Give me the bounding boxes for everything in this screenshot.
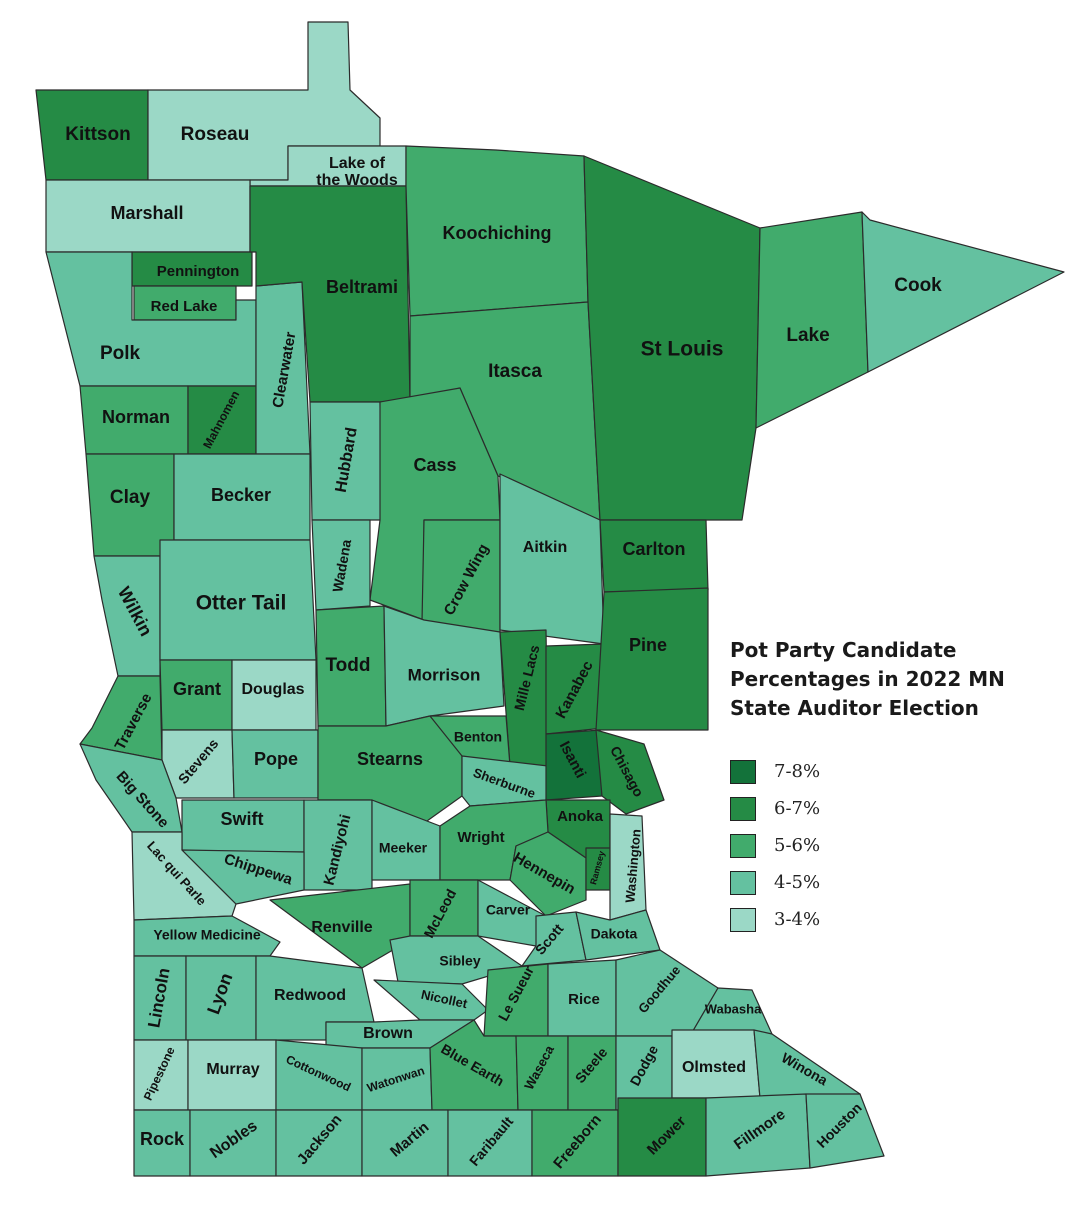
county-wadena (311, 519, 371, 611)
county-label-wabasha: Wabasha (705, 1001, 762, 1016)
county-label-beltrami: Beltrami (326, 277, 398, 297)
county-label-murray: Murray (206, 1061, 259, 1078)
legend-label: 4-5% (774, 872, 821, 893)
county-label-sibley: Sibley (439, 953, 480, 969)
legend-label: 3-4% (774, 909, 821, 930)
legend-item-4-5: 4-5% (730, 864, 1070, 901)
county-lake (755, 211, 869, 429)
county-label-douglas: Douglas (241, 681, 304, 698)
legend-item-3-4: 3-4% (730, 901, 1070, 938)
county-label-cook: Cook (894, 275, 942, 296)
county-label-st-louis: St Louis (641, 338, 724, 361)
county-label-pine: Pine (629, 635, 667, 655)
county-label-benton: Benton (454, 729, 502, 745)
county-label-renville: Renville (311, 919, 372, 936)
legend-item-6-7: 6-7% (730, 790, 1070, 827)
county-label-carver: Carver (486, 902, 531, 918)
county-label-todd: Todd (325, 655, 370, 676)
county-label-polk: Polk (100, 343, 141, 364)
legend-label: 6-7% (774, 798, 821, 819)
county-label-roseau: Roseau (181, 124, 250, 145)
county-label-dakota: Dakota (591, 926, 638, 942)
legend-label: 7-8% (774, 761, 821, 782)
county-label-brown: Brown (363, 1025, 413, 1042)
county-label-redwood: Redwood (274, 987, 346, 1004)
county-label-norman: Norman (102, 407, 170, 427)
county-label-meeker: Meeker (379, 840, 428, 856)
legend-label: 5-6% (774, 835, 821, 856)
county-dakota (575, 909, 661, 961)
county-label-red-lake: Red Lake (151, 298, 218, 315)
county-label-pope: Pope (254, 749, 298, 769)
legend-item-7-8: 7-8% (730, 753, 1070, 790)
county-label-becker: Becker (211, 485, 271, 505)
legend: Pot Party Candidate Percentages in 2022 … (730, 636, 1070, 938)
county-yellow-medicine (133, 915, 281, 957)
county-label-morrison: Morrison (408, 665, 481, 684)
legend-swatch (730, 796, 756, 821)
legend-title: Pot Party Candidate Percentages in 2022 … (730, 638, 1005, 720)
county-label-lake-of-the-woods: Lake of the Woods (316, 155, 398, 189)
county-label-pennington: Pennington (157, 263, 240, 280)
county-houston (805, 1093, 885, 1169)
county-label-carlton: Carlton (623, 539, 686, 559)
county-hennepin (509, 831, 587, 917)
county-label-koochiching: Koochiching (443, 223, 552, 243)
county-label-rice: Rice (568, 991, 600, 1008)
legend-swatch (730, 833, 756, 858)
legend-item-5-6: 5-6% (730, 827, 1070, 864)
county-label-swift: Swift (221, 809, 264, 829)
county-label-aitkin: Aitkin (523, 539, 567, 556)
county-label-lake: Lake (786, 325, 829, 346)
legend-swatch (730, 907, 756, 932)
county-label-clay: Clay (110, 487, 151, 508)
county-nicollet (373, 979, 489, 1021)
legend-swatch (730, 870, 756, 895)
county-pine (595, 587, 709, 731)
county-stevens (161, 729, 235, 799)
county-label-stearns: Stearns (357, 749, 423, 769)
county-label-yellow-medicine: Yellow Medicine (153, 927, 261, 943)
county-beltrami (249, 185, 411, 403)
county-label-grant: Grant (173, 679, 221, 699)
county-label-otter-tail: Otter Tail (196, 592, 287, 615)
county-cook (861, 211, 1065, 373)
county-label-wright: Wright (457, 829, 504, 846)
legend-swatch (730, 759, 756, 784)
county-label-washington: Washington (622, 828, 643, 903)
county-chisago (595, 729, 665, 815)
county-label-rock: Rock (140, 1129, 185, 1149)
county-label-olmsted: Olmsted (682, 1059, 746, 1076)
county-chippewa (181, 849, 305, 905)
county-label-anoka: Anoka (557, 808, 604, 825)
county-label-cass: Cass (413, 455, 456, 475)
county-label-marshall: Marshall (110, 203, 183, 223)
county-label-itasca: Itasca (488, 361, 542, 382)
county-label-kittson: Kittson (65, 124, 130, 145)
county-scott (521, 911, 587, 967)
